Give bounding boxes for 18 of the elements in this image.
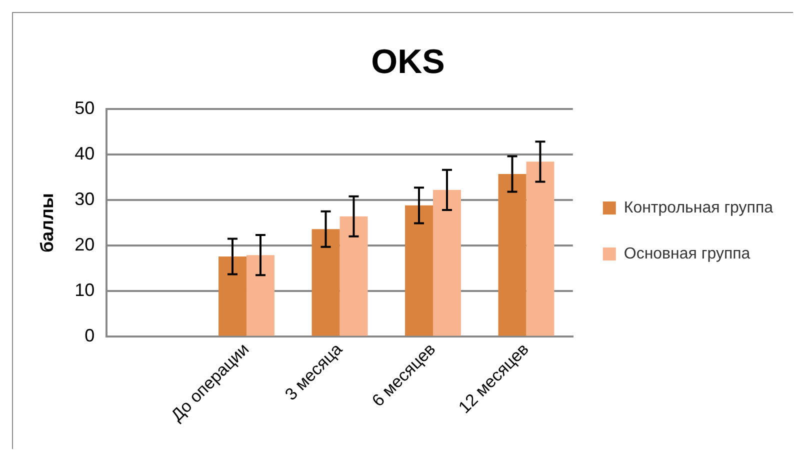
bar <box>526 162 554 336</box>
y-tick-label: 40 <box>74 143 95 164</box>
bar <box>312 229 340 336</box>
bar <box>246 255 274 336</box>
bar <box>498 174 526 336</box>
bar <box>340 216 368 336</box>
chart-title: OKS <box>371 42 445 81</box>
bar <box>218 256 246 336</box>
y-tick-label: 20 <box>74 234 95 255</box>
y-tick-label: 50 <box>74 98 95 118</box>
bar <box>405 205 433 336</box>
bar <box>433 190 461 336</box>
y-tick-label: 30 <box>74 188 95 209</box>
y-tick-label: 10 <box>74 280 95 300</box>
y-tick-label: 0 <box>84 326 95 346</box>
legend-label: Контрольная группа <box>624 199 774 216</box>
y-axis-title: баллы <box>36 193 57 252</box>
legend-label: Основная группа <box>624 245 750 262</box>
